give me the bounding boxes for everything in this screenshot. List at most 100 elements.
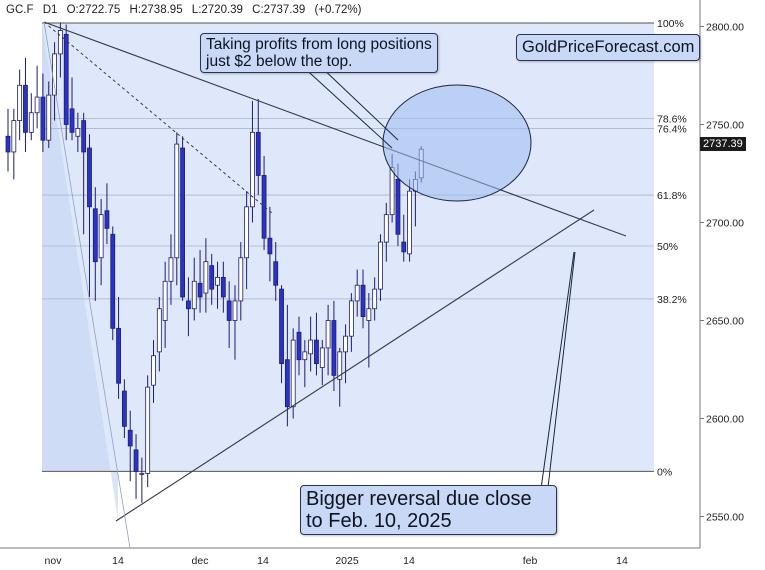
candle <box>168 257 174 282</box>
last-price-tag: 2737.39 <box>700 137 746 151</box>
x-tick-label: feb <box>523 555 538 567</box>
candle <box>197 282 203 298</box>
candle <box>302 351 308 361</box>
candle <box>319 347 325 368</box>
candle <box>92 208 98 263</box>
reversal-note-line1: Bigger reversal due close <box>306 488 532 510</box>
bottom-note-pointer <box>539 251 575 497</box>
candle <box>186 300 191 310</box>
decline-wedge <box>42 22 118 521</box>
candle <box>57 30 63 55</box>
candle <box>267 237 273 255</box>
candle <box>63 33 69 125</box>
reversal-note: Bigger reversal due close to Feb. 10, 20… <box>300 485 557 535</box>
candle <box>395 178 401 235</box>
fib-label: 78.6% <box>657 114 687 126</box>
candle <box>372 288 378 310</box>
candle <box>40 96 46 141</box>
candle <box>98 214 104 259</box>
x-tick-label: dec <box>192 555 209 567</box>
fib-label: 61.8% <box>657 190 687 202</box>
y-tick-label: 2800.00 <box>706 22 744 34</box>
resistance-trendline <box>43 21 627 237</box>
candle <box>203 261 209 294</box>
candle <box>180 147 186 298</box>
ohlc-header: GC.F D1 O:2722.75 H:2738.95 L:2720.39 C:… <box>6 4 367 16</box>
y-tick-label: 2750.00 <box>706 120 744 132</box>
dashed-trendline <box>43 21 273 214</box>
candle <box>122 390 127 427</box>
candle <box>284 359 290 408</box>
candle <box>5 135 11 153</box>
low-value: L:2720.39 <box>191 4 243 16</box>
y-tick-label: 2650.00 <box>706 316 744 328</box>
interval-label: D1 <box>42 4 58 16</box>
x-tick-label: nov <box>45 555 63 567</box>
candle <box>290 339 296 408</box>
candle <box>69 108 75 133</box>
candle <box>383 214 389 243</box>
brand-label: GoldPriceForecast.com <box>516 34 701 61</box>
reversal-note-line2: to Feb. 10, 2025 <box>306 510 452 532</box>
candle <box>151 355 156 386</box>
candle <box>139 472 145 475</box>
candle <box>226 300 232 321</box>
fib-label: 76.4% <box>657 123 687 135</box>
candle <box>11 120 17 153</box>
candle <box>250 131 255 208</box>
candle <box>162 280 168 321</box>
candle <box>34 96 40 114</box>
x-tick-label: 14 <box>112 555 124 567</box>
fib-label: 0% <box>657 466 672 478</box>
candle <box>360 284 366 317</box>
x-tick-label: 14 <box>403 555 415 567</box>
candle <box>156 308 162 353</box>
candle <box>343 335 348 353</box>
candle <box>110 233 116 329</box>
candle <box>87 147 92 208</box>
high-value: H:2738.95 <box>129 4 183 16</box>
candle <box>331 320 337 376</box>
candle <box>232 300 238 321</box>
candle <box>273 261 279 286</box>
y-tick-label: 2600.00 <box>706 414 744 426</box>
candle <box>104 210 110 229</box>
candle <box>279 288 284 365</box>
fib-label: 100% <box>657 18 684 30</box>
candle <box>261 175 267 239</box>
fib-retracement-panel <box>42 22 654 472</box>
candle <box>209 265 215 290</box>
candle <box>28 112 34 133</box>
candle <box>314 339 319 365</box>
candle <box>191 280 197 310</box>
y-tick-label: 2550.00 <box>706 512 744 524</box>
y-tick-label: 2700.00 <box>706 218 744 230</box>
x-tick-label: 14 <box>616 555 628 567</box>
support-trendline <box>115 209 595 522</box>
fib-label: 38.2% <box>657 294 687 306</box>
candle <box>46 94 52 141</box>
x-tick-label: 14 <box>257 555 269 567</box>
candle <box>337 351 343 380</box>
candle <box>244 206 250 259</box>
candle <box>174 143 180 259</box>
top-note-pointer-2 <box>317 63 399 141</box>
candle <box>296 331 302 361</box>
candle <box>255 131 261 176</box>
top-note-pointer <box>299 63 393 149</box>
bottom-note-pointer-2 <box>545 251 576 506</box>
candle <box>366 308 372 321</box>
candle <box>401 241 407 253</box>
candle <box>127 429 133 447</box>
open-value: O:2722.75 <box>66 4 121 16</box>
candle <box>325 320 331 349</box>
candle <box>17 84 23 121</box>
profit-taking-note-line1: Taking profits from long positions <box>206 36 432 53</box>
candle <box>389 167 395 216</box>
fib-label: 50% <box>657 241 678 253</box>
symbol-label: GC.F <box>6 4 34 16</box>
profit-taking-note-line2: just $2 below the top. <box>206 53 353 70</box>
candle <box>378 241 383 290</box>
candle <box>81 120 87 153</box>
